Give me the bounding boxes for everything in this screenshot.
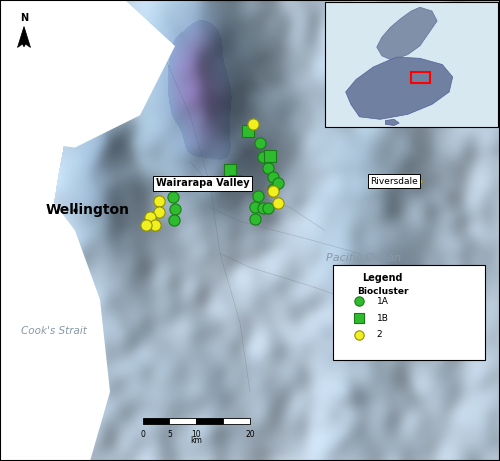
Point — [142, 221, 150, 229]
Text: 1A: 1A — [376, 297, 388, 306]
Polygon shape — [346, 57, 453, 119]
Text: 0: 0 — [140, 430, 145, 439]
Bar — [325, 2, 498, 127]
Point — [251, 215, 259, 223]
Point — [264, 165, 272, 172]
Point — [274, 180, 281, 187]
Polygon shape — [18, 26, 30, 47]
Point — [268, 174, 276, 181]
Polygon shape — [386, 119, 399, 125]
Text: 5: 5 — [167, 430, 172, 439]
Polygon shape — [0, 161, 110, 461]
Point — [268, 185, 276, 193]
Bar — [223, 418, 250, 424]
Text: Cook's Strait: Cook's Strait — [21, 326, 87, 336]
Text: Wairarapa Valley: Wairarapa Valley — [156, 178, 250, 189]
Point — [226, 166, 234, 173]
Point — [248, 121, 256, 128]
Text: Riversdale: Riversdale — [370, 177, 418, 186]
Point — [354, 298, 362, 305]
Point — [168, 194, 176, 201]
Point — [258, 205, 266, 212]
Point — [231, 177, 239, 184]
Point — [274, 199, 281, 207]
Bar — [196, 418, 223, 424]
Text: 10: 10 — [192, 430, 201, 439]
Bar — [411, 72, 430, 83]
Text: 2: 2 — [376, 330, 382, 339]
Point — [254, 192, 262, 200]
Point — [251, 204, 259, 211]
Text: Biocluster: Biocluster — [357, 287, 408, 296]
Point — [256, 139, 264, 147]
Point — [354, 314, 362, 322]
Text: Legend: Legend — [362, 273, 403, 283]
Point — [171, 205, 179, 213]
Point — [412, 177, 420, 184]
Text: N: N — [20, 13, 28, 23]
Text: km: km — [190, 436, 202, 445]
Bar — [142, 418, 170, 424]
Point — [146, 213, 154, 220]
Point — [258, 153, 266, 160]
Point — [151, 221, 159, 229]
Text: 20: 20 — [245, 430, 255, 439]
Point — [170, 217, 178, 224]
Point — [264, 205, 272, 212]
Polygon shape — [377, 7, 437, 59]
Point — [268, 188, 276, 195]
Point — [354, 331, 362, 338]
Text: Wellington: Wellington — [46, 203, 130, 217]
FancyBboxPatch shape — [332, 265, 485, 360]
Polygon shape — [0, 0, 175, 148]
Text: Pacific Ocean: Pacific Ocean — [326, 253, 402, 263]
Point — [266, 152, 274, 160]
Text: 1B: 1B — [376, 313, 388, 323]
Point — [244, 128, 252, 135]
Point — [155, 208, 163, 216]
Point — [155, 197, 163, 204]
Bar — [170, 418, 196, 424]
